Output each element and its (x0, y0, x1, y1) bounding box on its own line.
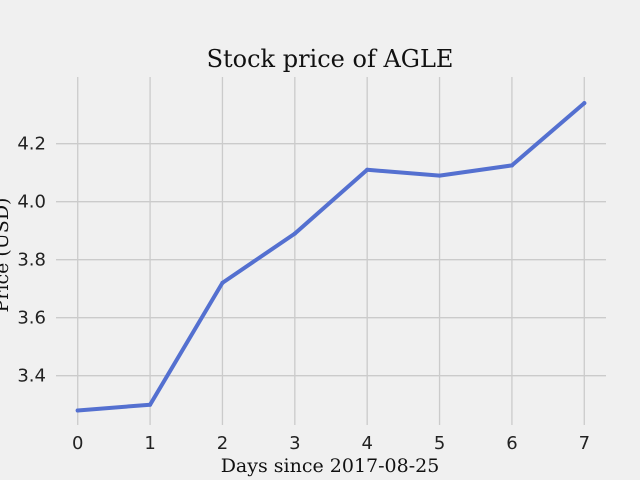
y-tick-label: 3.8 (17, 250, 46, 271)
y-tick-label: 3.4 (17, 366, 46, 387)
series-line-0 (75, 101, 587, 413)
data-point (365, 167, 370, 172)
x-tick-label: 6 (506, 433, 517, 454)
x-gridlines (77, 77, 585, 425)
chart-title: Stock price of AGLE (207, 45, 454, 73)
x-tick-label: 1 (144, 433, 155, 454)
data-point (75, 408, 80, 413)
y-tick-label: 4.2 (17, 134, 46, 155)
data-point (509, 163, 514, 168)
x-axis-label: Days since 2017-08-25 (221, 455, 440, 477)
data-point (292, 231, 297, 236)
x-tick-label: 3 (289, 433, 300, 454)
data-point (582, 101, 587, 106)
series-layer (75, 101, 587, 413)
data-point (148, 402, 153, 407)
y-axis-label: Price (USD) (0, 198, 13, 313)
y-tick-labels: 3.4 3.6 3.8 4.0 4.2 (17, 134, 46, 387)
y-tick-label: 3.6 (17, 308, 46, 329)
x-tick-label: 7 (579, 433, 590, 454)
data-point (220, 280, 225, 285)
x-tick-label: 0 (72, 433, 83, 454)
y-tick-label: 4.0 (17, 192, 46, 213)
x-tick-label: 2 (217, 433, 228, 454)
y-gridlines (56, 143, 606, 377)
x-tick-labels: 0 1 2 3 4 5 6 7 (72, 433, 590, 454)
data-point (437, 173, 442, 178)
x-tick-label: 5 (434, 433, 445, 454)
x-tick-label: 4 (361, 433, 372, 454)
